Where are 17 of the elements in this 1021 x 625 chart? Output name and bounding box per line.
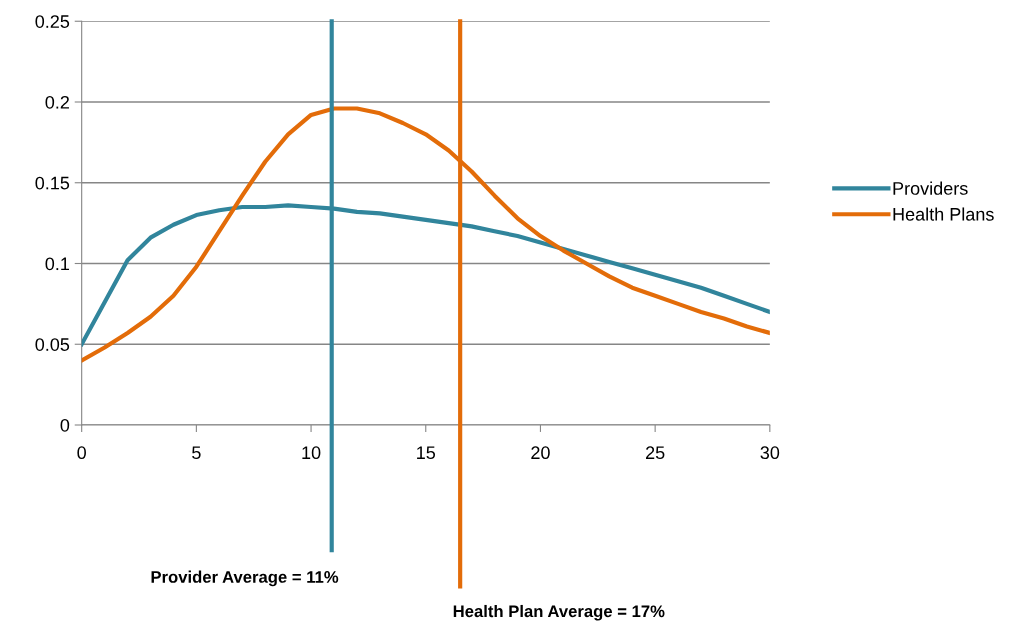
x-tick-label: 30 [760,446,780,460]
legend-label: Health Plans [893,207,994,221]
x-tick-label: 5 [192,446,201,460]
y-tick-label: 0.05 [35,338,70,351]
ref-line-label: Provider Average = 11% [151,570,339,587]
x-tick-label: 15 [417,446,436,460]
x-tick-label: 25 [646,446,665,460]
y-tick-label: 0 [60,418,70,432]
x-tick-label: 10 [302,446,321,460]
x-tick-label: 0 [77,446,86,460]
y-tick-label: 0.1 [45,257,69,271]
x-tick-label: 20 [531,446,550,460]
y-tick-label: 0.15 [35,176,70,190]
legend-label: Providers [893,181,968,195]
ref-line-label: Health Plan Average = 17% [453,604,665,621]
y-tick-label: 0.2 [45,95,69,109]
y-tick-label: 0.25 [35,15,70,28]
